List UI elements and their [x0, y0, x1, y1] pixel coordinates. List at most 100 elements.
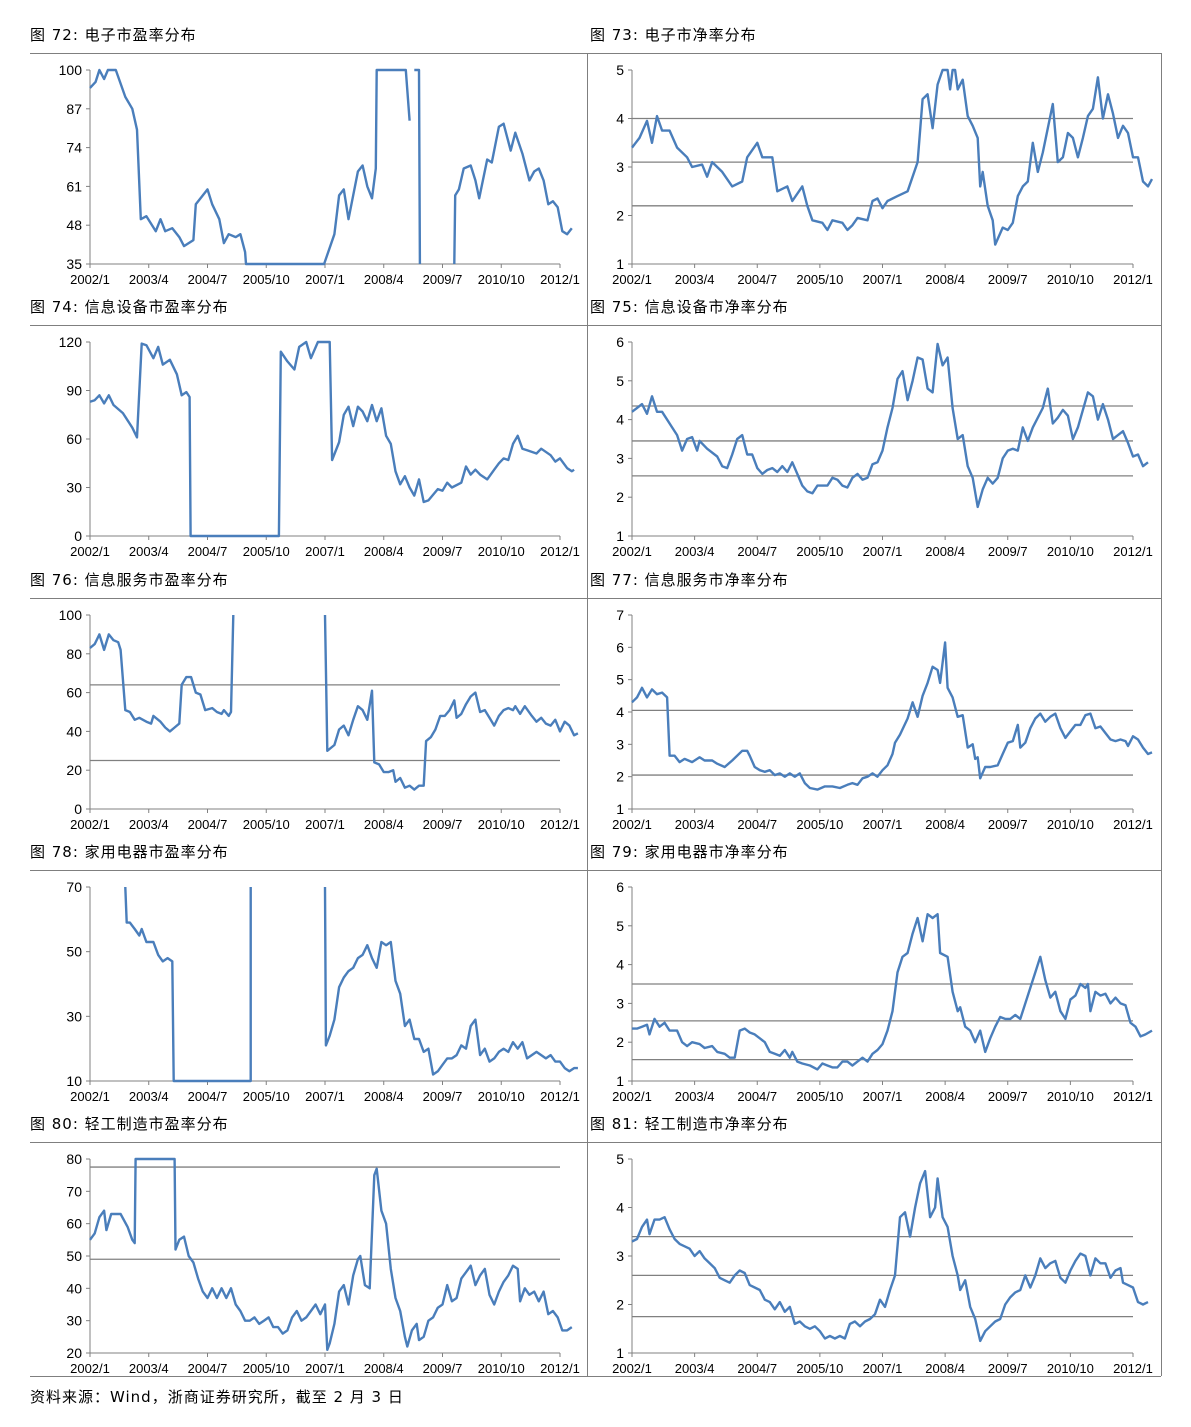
- x-tick-label: 2012/1: [540, 544, 580, 559]
- y-tick-label: 1: [616, 256, 624, 272]
- series-line: [631, 1169, 1149, 1343]
- x-tick-label: 2003/4: [129, 1089, 169, 1104]
- y-tick-label: 100: [59, 62, 83, 78]
- x-tick-label: 2007/1: [863, 1089, 903, 1104]
- y-tick-label: 6: [616, 334, 624, 350]
- y-tick-label: 2: [616, 208, 624, 224]
- divider-line: [30, 870, 1161, 871]
- y-tick-label: 20: [66, 1345, 82, 1361]
- x-tick-label: 2010/10: [478, 817, 525, 832]
- line-chart-73: 1 2 3 4 5 2002/1 2003/4 2004/7 2005/10 2007/1 2008…: [612, 62, 1154, 287]
- divider-line: [30, 598, 1161, 599]
- source-note: 资料来源：Wind，浙商证券研究所，截至 2 月 3 日: [30, 1388, 404, 1406]
- x-tick-label: 2005/10: [796, 1089, 843, 1104]
- y-tick-label: 3: [616, 995, 624, 1011]
- chart-caption: 图 81: 轻工制造市净率分布: [590, 1115, 789, 1133]
- y-tick-label: 4: [616, 412, 624, 428]
- x-tick-label: 2007/1: [863, 544, 903, 559]
- chart-caption: 图 73: 电子市净率分布: [590, 26, 757, 44]
- x-tick-label: 2007/1: [305, 1089, 345, 1104]
- divider-line: [30, 1376, 1161, 1377]
- line-chart-76: 0 20 40 60 80 100 2002/1 2003/4 2004/7 2005/10 200…: [59, 607, 580, 832]
- x-tick-label: 2007/1: [305, 1361, 345, 1376]
- y-tick-label: 120: [59, 334, 83, 350]
- y-tick-label: 60: [66, 431, 82, 447]
- x-tick-label: 2010/10: [1047, 544, 1094, 559]
- x-tick-label: 2012/1: [1113, 272, 1153, 287]
- x-tick-label: 2007/1: [305, 272, 345, 287]
- x-tick-label: 2008/4: [364, 544, 404, 559]
- x-tick-label: 2007/1: [305, 817, 345, 832]
- series-line: [89, 614, 235, 733]
- divider-line: [30, 1142, 1161, 1143]
- chart-caption: 图 79: 家用电器市净率分布: [590, 843, 789, 861]
- y-tick-label: 5: [616, 672, 624, 688]
- y-tick-label: 74: [66, 140, 82, 156]
- y-tick-label: 4: [616, 1200, 624, 1216]
- x-tick-label: 2005/10: [796, 272, 843, 287]
- y-tick-label: 5: [616, 1151, 624, 1167]
- y-tick-label: 1: [616, 1345, 624, 1361]
- x-tick-label: 2002/1: [70, 544, 110, 559]
- y-tick-label: 2: [616, 769, 624, 785]
- divider-line: [1161, 53, 1162, 1376]
- series-line: [323, 614, 579, 791]
- chart-caption: 图 75: 信息设备市净率分布: [590, 298, 789, 316]
- x-tick-label: 2008/4: [364, 1361, 404, 1376]
- y-tick-label: 30: [66, 1008, 82, 1024]
- y-tick-label: 80: [66, 1151, 82, 1167]
- series-line: [631, 68, 1154, 246]
- y-tick-label: 5: [616, 373, 624, 389]
- y-tick-label: 10: [66, 1073, 82, 1089]
- y-tick-label: 1: [616, 1073, 624, 1089]
- series-line: [89, 1157, 573, 1351]
- line-chart-74: 0 30 60 90 120 2002/1 2003/4 2004/7 2005/10 2007/…: [59, 334, 580, 559]
- series-line: [631, 641, 1153, 791]
- series-line: [124, 886, 252, 1083]
- y-tick-label: 5: [616, 918, 624, 934]
- x-tick-label: 2009/7: [988, 1361, 1028, 1376]
- x-tick-label: 2002/1: [612, 272, 652, 287]
- line-chart-80: 20 30 40 50 60 70 80 2002/1 2003/4 2004/7 2005/10 2…: [66, 1151, 580, 1376]
- line-chart-78: 10 30 50 70 2002/1 2003/4 2004/7 2005/10 2007/1 2…: [66, 879, 579, 1104]
- x-tick-label: 2004/7: [737, 1361, 777, 1376]
- y-tick-label: 1: [616, 528, 624, 544]
- x-tick-label: 2008/4: [925, 1361, 965, 1376]
- x-tick-label: 2010/10: [1047, 817, 1094, 832]
- x-tick-label: 2009/7: [988, 272, 1028, 287]
- x-tick-label: 2003/4: [675, 1361, 715, 1376]
- x-tick-label: 2003/4: [675, 272, 715, 287]
- x-tick-label: 2002/1: [70, 272, 110, 287]
- x-tick-label: 2012/1: [540, 1361, 580, 1376]
- y-tick-label: 5: [616, 62, 624, 78]
- x-tick-label: 2005/10: [796, 817, 843, 832]
- y-tick-label: 61: [66, 178, 82, 194]
- x-tick-label: 2010/10: [478, 272, 525, 287]
- y-tick-label: 3: [616, 1248, 624, 1264]
- x-tick-label: 2005/10: [243, 544, 290, 559]
- x-tick-label: 2008/4: [364, 272, 404, 287]
- y-tick-label: 0: [74, 528, 82, 544]
- x-tick-label: 2008/4: [364, 817, 404, 832]
- x-tick-label: 2010/10: [1047, 272, 1094, 287]
- x-tick-label: 2004/7: [188, 1089, 228, 1104]
- x-tick-label: 2003/4: [675, 817, 715, 832]
- x-tick-label: 2008/4: [925, 272, 965, 287]
- x-tick-label: 2003/4: [675, 1089, 715, 1104]
- chart-caption: 图 72: 电子市盈率分布: [30, 26, 197, 44]
- x-tick-label: 2004/7: [188, 544, 228, 559]
- x-tick-label: 2002/1: [70, 1361, 110, 1376]
- x-tick-label: 2003/4: [129, 1361, 169, 1376]
- line-chart-72: 35 48 61 74 87 100 2002/1 2003/4 2004/7 2005/10 20…: [59, 62, 580, 287]
- y-tick-label: 40: [66, 723, 82, 739]
- series-line: [632, 913, 1153, 1071]
- chart-caption: 图 74: 信息设备市盈率分布: [30, 298, 229, 316]
- y-tick-label: 6: [616, 879, 624, 895]
- x-tick-label: 2007/1: [863, 817, 903, 832]
- y-tick-label: 20: [66, 762, 82, 778]
- y-tick-label: 100: [59, 607, 83, 623]
- series-line: [323, 886, 578, 1076]
- x-tick-label: 2005/10: [243, 272, 290, 287]
- y-tick-label: 0: [74, 801, 82, 817]
- x-tick-label: 2002/1: [612, 1089, 652, 1104]
